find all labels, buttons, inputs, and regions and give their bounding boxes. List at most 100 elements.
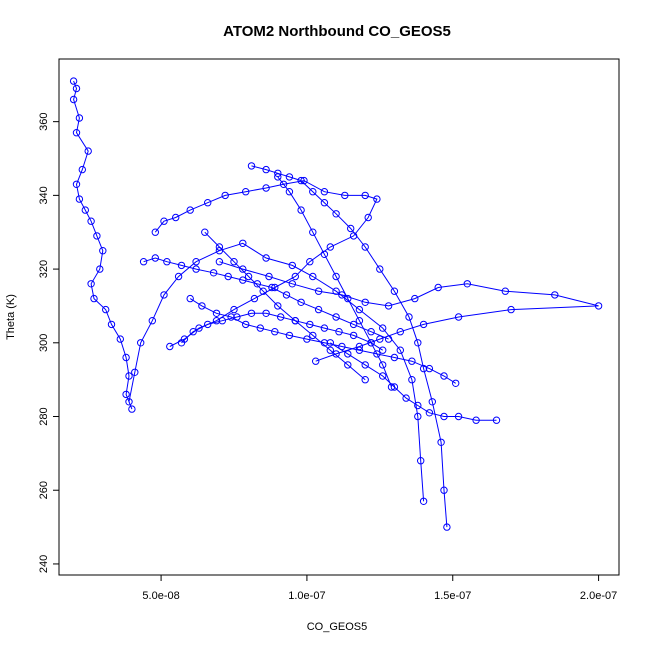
series-line xyxy=(181,312,383,351)
data-point xyxy=(69,77,78,85)
data-point xyxy=(151,228,160,236)
data-point xyxy=(338,291,346,299)
data-point xyxy=(314,287,323,295)
data-series xyxy=(139,254,393,343)
data-point xyxy=(160,217,168,225)
data-point xyxy=(411,294,419,303)
data-point xyxy=(215,243,224,251)
x-tick-label: 1.5e-07 xyxy=(434,590,471,602)
data-point xyxy=(396,346,404,354)
series-line xyxy=(204,231,366,381)
series-line xyxy=(143,257,389,340)
data-point xyxy=(344,350,352,358)
data-point xyxy=(297,298,305,306)
data-point xyxy=(425,409,434,417)
data-point xyxy=(177,261,186,270)
data-point xyxy=(279,180,288,189)
data-point xyxy=(419,320,428,329)
data-point xyxy=(148,317,157,325)
data-point xyxy=(361,298,369,306)
data-point xyxy=(332,350,340,358)
data-series-layer xyxy=(69,77,603,531)
data-point xyxy=(189,328,197,336)
data-point xyxy=(285,173,294,181)
data-point xyxy=(84,147,92,155)
data-series xyxy=(215,258,603,365)
data-point xyxy=(309,188,317,196)
data-point xyxy=(209,269,218,277)
data-point xyxy=(262,254,270,262)
data-point xyxy=(253,280,261,288)
data-point xyxy=(75,195,84,203)
data-point xyxy=(379,346,387,354)
data-point xyxy=(122,390,130,399)
data-point xyxy=(87,217,95,225)
data-point xyxy=(262,309,270,317)
data-point xyxy=(347,224,355,233)
data-point xyxy=(128,405,136,413)
y-axis-label: Theta (K) xyxy=(5,294,17,340)
data-point xyxy=(247,309,256,317)
data-point xyxy=(81,206,90,214)
data-point xyxy=(326,339,334,347)
data-point xyxy=(186,294,194,303)
data-point xyxy=(297,206,305,214)
data-point xyxy=(390,287,399,295)
data-series xyxy=(201,228,369,384)
data-point xyxy=(437,438,445,446)
data-point xyxy=(414,412,422,421)
data-point xyxy=(402,394,410,402)
series-line xyxy=(251,165,448,528)
data-point xyxy=(288,261,296,270)
data-point xyxy=(326,346,334,354)
data-point xyxy=(419,364,428,373)
x-axis: 5.0e-08 1.0e-07 1.5e-07 2.0e-07 xyxy=(142,574,617,602)
data-point xyxy=(344,361,352,369)
data-point xyxy=(414,401,422,410)
data-point xyxy=(306,258,314,266)
data-point xyxy=(87,280,95,288)
data-point xyxy=(160,291,168,299)
data-point xyxy=(314,305,323,314)
data-point xyxy=(75,114,84,122)
data-point xyxy=(151,254,160,262)
data-point xyxy=(501,287,509,295)
data-point xyxy=(78,165,87,174)
data-point xyxy=(90,294,98,303)
data-point xyxy=(230,258,238,266)
data-point xyxy=(309,272,317,281)
data-series xyxy=(274,173,396,391)
data-point xyxy=(463,280,471,288)
data-point xyxy=(250,294,259,303)
data-point xyxy=(282,291,291,299)
data-point xyxy=(204,199,212,207)
data-point xyxy=(262,184,270,192)
data-point xyxy=(367,328,375,336)
data-point xyxy=(221,191,229,200)
data-series xyxy=(69,77,428,505)
data-point xyxy=(396,328,404,336)
data-point xyxy=(131,368,139,376)
y-axis: 240 260 280 300 320 340 360 xyxy=(38,112,60,573)
data-point xyxy=(454,313,463,321)
data-point xyxy=(224,272,232,281)
data-point xyxy=(373,350,381,358)
data-point xyxy=(256,324,264,332)
data-point xyxy=(440,372,448,380)
series-line xyxy=(219,261,599,362)
data-point xyxy=(355,346,364,354)
series-line xyxy=(73,80,425,502)
y-tick-label: 320 xyxy=(38,260,50,278)
data-point xyxy=(309,331,317,340)
data-point xyxy=(390,353,399,362)
y-tick-label: 340 xyxy=(38,186,50,204)
data-point xyxy=(297,176,305,185)
data-point xyxy=(265,272,273,281)
data-point xyxy=(69,95,78,104)
x-tick-label: 1.0e-07 xyxy=(288,590,325,602)
data-point xyxy=(349,320,358,329)
data-point xyxy=(440,412,448,421)
data-point xyxy=(306,320,314,329)
data-point xyxy=(452,379,460,387)
data-point xyxy=(349,331,358,340)
